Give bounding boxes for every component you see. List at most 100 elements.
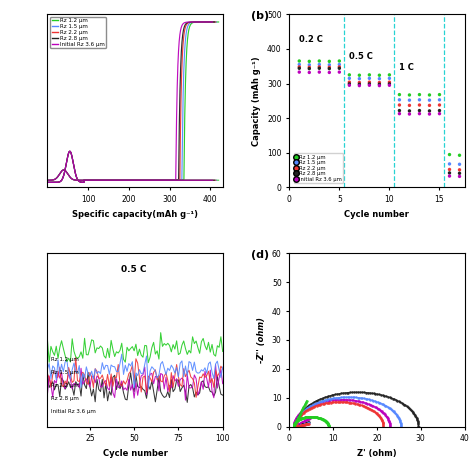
Text: 0.2 C: 0.2 C bbox=[299, 35, 323, 44]
Point bbox=[365, 74, 373, 82]
Point bbox=[416, 96, 423, 104]
Point bbox=[356, 72, 363, 79]
Y-axis label: -Z'' (ohm): -Z'' (ohm) bbox=[257, 317, 266, 363]
Point bbox=[426, 101, 433, 109]
X-axis label: Specific capacity(mAh g⁻¹): Specific capacity(mAh g⁻¹) bbox=[72, 210, 198, 219]
Point bbox=[426, 107, 433, 115]
Text: Rz 1.2 μm: Rz 1.2 μm bbox=[51, 357, 79, 362]
Point bbox=[346, 74, 353, 82]
Point bbox=[396, 91, 403, 99]
Point bbox=[436, 110, 443, 118]
Point bbox=[346, 80, 353, 88]
Point bbox=[456, 173, 463, 180]
X-axis label: Z' (ohm): Z' (ohm) bbox=[357, 449, 397, 458]
Point bbox=[436, 91, 443, 99]
Text: Rz 2.2 μm: Rz 2.2 μm bbox=[51, 383, 79, 388]
Point bbox=[356, 81, 363, 88]
Point bbox=[396, 110, 403, 118]
Point bbox=[406, 101, 413, 109]
Point bbox=[436, 101, 443, 109]
Point bbox=[365, 82, 373, 89]
Point bbox=[316, 61, 323, 68]
Point bbox=[326, 64, 333, 71]
Point bbox=[306, 64, 313, 71]
Point bbox=[326, 69, 333, 76]
Point bbox=[365, 80, 373, 88]
Point bbox=[306, 69, 313, 76]
Point bbox=[365, 78, 373, 86]
X-axis label: Cycle number: Cycle number bbox=[345, 210, 410, 219]
Point bbox=[326, 61, 333, 69]
Point bbox=[346, 71, 353, 79]
Point bbox=[336, 57, 343, 65]
Point bbox=[396, 101, 403, 109]
Point bbox=[356, 82, 363, 90]
Point bbox=[306, 65, 313, 73]
Point bbox=[446, 172, 453, 180]
Point bbox=[375, 79, 383, 86]
Point bbox=[375, 82, 383, 90]
Point bbox=[386, 80, 393, 88]
Point bbox=[386, 74, 393, 82]
Point bbox=[386, 78, 393, 86]
Point bbox=[386, 71, 393, 79]
Point bbox=[416, 110, 423, 118]
Point bbox=[365, 71, 373, 79]
Point bbox=[306, 61, 313, 69]
Point bbox=[336, 61, 343, 68]
Text: Initial Rz 3.6 μm: Initial Rz 3.6 μm bbox=[51, 409, 96, 414]
Point bbox=[336, 68, 343, 76]
Point bbox=[306, 57, 313, 65]
Point bbox=[456, 161, 463, 168]
Text: 0.5 C: 0.5 C bbox=[121, 265, 146, 274]
Point bbox=[295, 57, 303, 65]
Text: (b): (b) bbox=[251, 11, 269, 21]
Point bbox=[386, 82, 393, 89]
Y-axis label: Capacity (mAh g⁻¹): Capacity (mAh g⁻¹) bbox=[253, 56, 262, 146]
Point bbox=[416, 91, 423, 99]
Point bbox=[406, 91, 413, 99]
Point bbox=[456, 152, 463, 159]
Point bbox=[426, 110, 433, 118]
Point bbox=[436, 96, 443, 104]
Point bbox=[336, 64, 343, 72]
Point bbox=[295, 64, 303, 72]
Point bbox=[316, 64, 323, 72]
Point bbox=[406, 110, 413, 118]
Point bbox=[316, 68, 323, 76]
Point bbox=[396, 107, 403, 114]
Point bbox=[446, 169, 453, 177]
Point bbox=[295, 68, 303, 76]
Point bbox=[375, 72, 383, 79]
Point bbox=[356, 79, 363, 86]
Point bbox=[446, 160, 453, 168]
Point bbox=[406, 96, 413, 104]
Point bbox=[416, 101, 423, 109]
Legend: Rz 1.2 μm, Rz 1.5 μm, Rz 2.2 μm, Rz 2.8 μm, Initial Rz 3.6 μm: Rz 1.2 μm, Rz 1.5 μm, Rz 2.2 μm, Rz 2.8 … bbox=[294, 154, 343, 183]
Point bbox=[336, 63, 343, 71]
Point bbox=[446, 166, 453, 173]
Text: 1 C: 1 C bbox=[400, 63, 414, 72]
Text: 0.5 C: 0.5 C bbox=[349, 52, 373, 61]
Point bbox=[456, 166, 463, 173]
Point bbox=[295, 63, 303, 71]
Point bbox=[316, 57, 323, 65]
Point bbox=[426, 91, 433, 99]
Point bbox=[406, 107, 413, 115]
Text: (d): (d) bbox=[251, 250, 269, 260]
Point bbox=[326, 65, 333, 73]
Point bbox=[346, 78, 353, 86]
Point bbox=[346, 82, 353, 89]
Point bbox=[456, 170, 463, 177]
Point bbox=[375, 81, 383, 88]
Point bbox=[295, 61, 303, 68]
Point bbox=[446, 151, 453, 158]
Point bbox=[396, 96, 403, 104]
Point bbox=[416, 107, 423, 114]
Point bbox=[356, 75, 363, 82]
Point bbox=[436, 107, 443, 114]
Point bbox=[326, 57, 333, 65]
Point bbox=[316, 63, 323, 71]
Legend: Rz 1.2 μm, Rz 1.5 μm, Rz 2.2 μm, Rz 2.8 μm, Initial Rz 3.6 μm: Rz 1.2 μm, Rz 1.5 μm, Rz 2.2 μm, Rz 2.8 … bbox=[50, 17, 106, 48]
Point bbox=[426, 96, 433, 104]
